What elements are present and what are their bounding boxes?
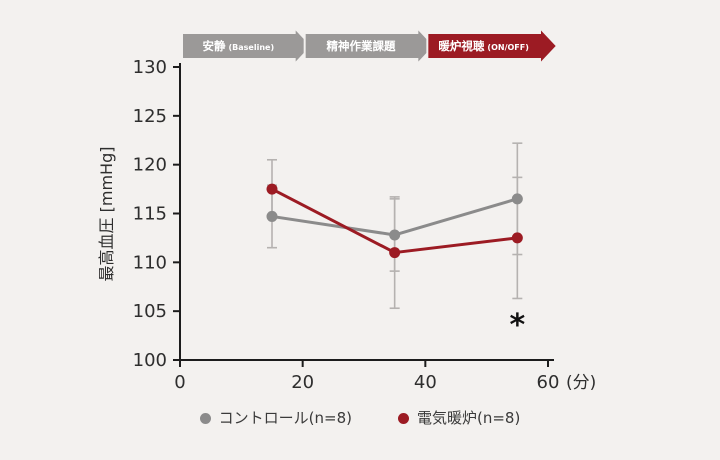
- x-tick-label: 0: [174, 372, 185, 393]
- phase-arrow: [303, 25, 436, 67]
- phase-arrow-label: 安静 (Baseline): [203, 39, 275, 53]
- line-chart: 最高血圧 [mmHg] (分) 安静 (Baseline) 精神作業課題 暖炉視聴 (O…: [97, 25, 597, 393]
- significance-asterisk: *: [509, 308, 525, 343]
- y-tick-label: 125: [133, 106, 167, 127]
- legend-marker-control: [199, 412, 211, 424]
- y-tick-label: 110: [133, 252, 167, 273]
- legend-item-fireplace: 電気暖炉(n=8): [398, 408, 520, 428]
- legend-item-control: コントロール(n=8): [199, 408, 352, 428]
- phase-arrow-label: 暖炉視聴 (ON/OFF): [438, 39, 528, 53]
- data-point: [389, 247, 401, 259]
- data-point: [389, 229, 401, 241]
- legend-label-control: コントロール(n=8): [218, 409, 352, 427]
- data-point: [266, 210, 278, 222]
- data-point: [511, 232, 523, 244]
- phase-arrow-label: 精神作業課題: [327, 39, 396, 53]
- chart-legend: コントロール(n=8) 電気暖炉(n=8): [0, 408, 720, 428]
- data-point: [266, 183, 278, 195]
- y-tick-label: 130: [133, 57, 167, 78]
- y-tick-label: 105: [133, 301, 167, 322]
- legend-label-fireplace: 電気暖炉(n=8): [417, 409, 521, 427]
- y-tick-label: 120: [133, 155, 167, 176]
- phase-arrow: [426, 25, 559, 67]
- y-tick-label: 100: [133, 350, 167, 371]
- x-axis-unit-label: (分): [566, 373, 596, 393]
- x-tick-label: 60: [537, 372, 560, 393]
- phase-arrow: [181, 25, 314, 67]
- y-axis-title: 最高血圧 [mmHg]: [97, 147, 116, 282]
- x-tick-label: 20: [291, 372, 314, 393]
- y-tick-label: 115: [133, 204, 167, 225]
- data-point: [511, 193, 523, 205]
- legend-marker-fireplace: [398, 412, 409, 424]
- x-tick-label: 40: [414, 372, 437, 393]
